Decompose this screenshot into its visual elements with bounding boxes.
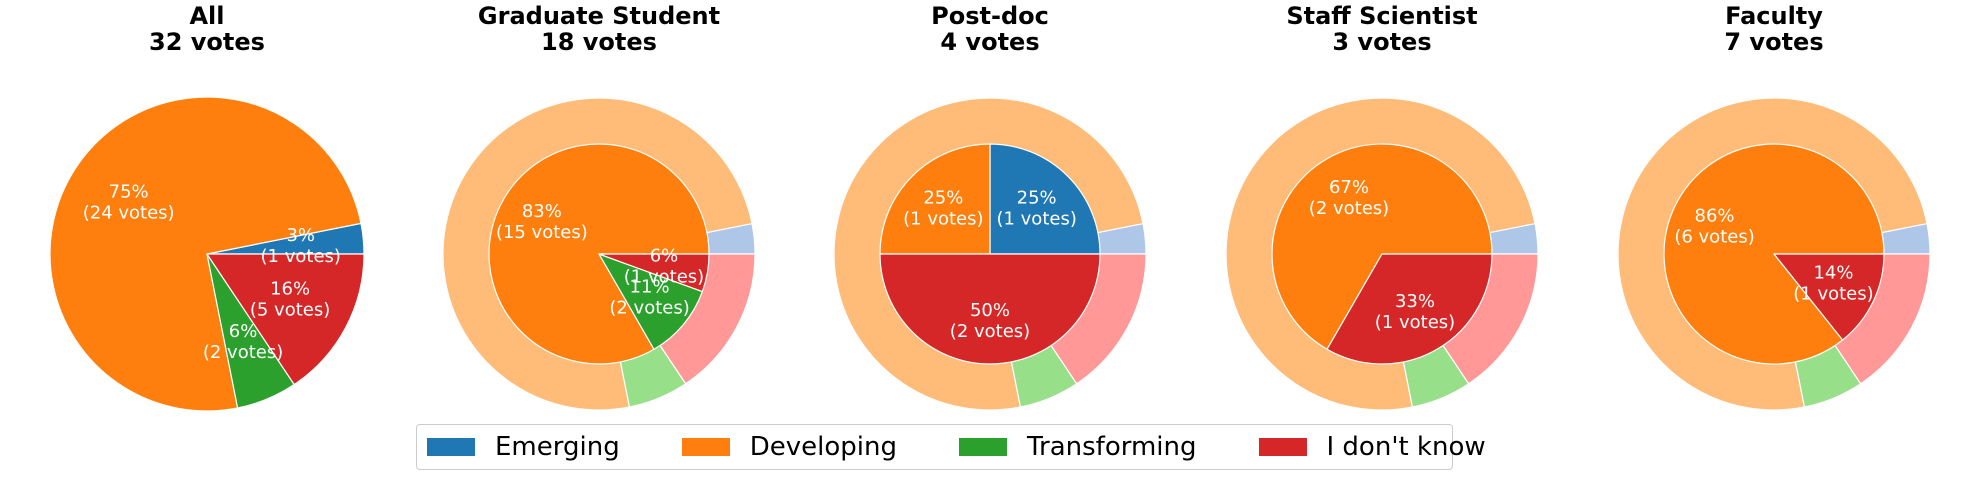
legend-item-emerging: Emerging: [427, 432, 620, 462]
pie-all-wedge-developing: [49, 96, 362, 412]
pie-staff-scientist-wedge-developing: [1271, 143, 1493, 350]
legend-label-dont-know: I don't know: [1326, 432, 1486, 462]
data-label-votes-all-dont-know: (5 votes): [250, 299, 330, 320]
data-label-pct-graduate-student-transforming: 11%: [630, 276, 670, 297]
legend-item-developing: Developing: [681, 432, 897, 462]
data-label-votes-faculty-developing: (6 votes): [1674, 226, 1754, 247]
data-label-votes-graduate-student-dont-know: (1 votes): [624, 266, 704, 287]
data-label-votes-all-emerging: (1 votes): [261, 246, 341, 267]
chart-subtitle-graduate-student: 18 votes: [541, 28, 657, 56]
legend-swatch-dont-know: [1258, 438, 1307, 456]
data-label-pct-graduate-student-developing: 83%: [522, 201, 562, 222]
pie-staff-scientist-wedge-dont-know: [1326, 253, 1493, 365]
legend-item-transforming: Transforming: [958, 432, 1197, 462]
chart-title-faculty: Faculty: [1725, 2, 1823, 30]
data-label-pct-all-transforming: 6%: [229, 321, 258, 342]
data-label-votes-post-doc-dont-know: (2 votes): [950, 321, 1030, 342]
data-label-pct-all-emerging: 3%: [286, 225, 315, 246]
data-label-votes-all-developing: (24 votes): [83, 203, 175, 224]
legend-swatch-transforming: [958, 438, 1007, 456]
data-label-pct-faculty-developing: 86%: [1695, 205, 1735, 226]
chart-subtitle-staff-scientist: 3 votes: [1332, 28, 1431, 56]
pie-all-wedge-dont-know: [206, 253, 365, 386]
data-label-votes-all-transforming: (2 votes): [203, 342, 283, 363]
chart-title-post-doc: Post-doc: [931, 2, 1049, 30]
chart-title-graduate-student: Graduate Student: [478, 2, 720, 30]
chart-subtitle-faculty: 7 votes: [1724, 28, 1823, 56]
pie-post-doc-wedge-developing: [879, 143, 991, 255]
chart-subtitle-all: 32 votes: [149, 28, 265, 56]
legend-item-dont-know: I don't know: [1258, 432, 1486, 462]
chart-legend: Emerging Developing Transforming I don't…: [416, 424, 1486, 470]
legend-label-emerging: Emerging: [495, 432, 620, 462]
legend-label-developing: Developing: [749, 432, 897, 462]
data-label-votes-post-doc-emerging: (1 votes): [996, 208, 1076, 229]
data-label-votes-staff-scientist-dont-know: (1 votes): [1375, 312, 1455, 333]
data-label-pct-graduate-student-dont-know: 6%: [650, 245, 679, 266]
legend-label-transforming: Transforming: [1026, 432, 1197, 462]
data-label-votes-post-doc-developing: (1 votes): [903, 208, 983, 229]
legend-swatch-emerging: [427, 438, 475, 456]
pie-graduate-student-wedge-dont-know: [598, 253, 710, 293]
pie-graduate-student-wedge-transforming: [598, 253, 703, 350]
legend-swatch-developing: [681, 438, 730, 456]
pie-post-doc-wedge-emerging: [989, 143, 1101, 255]
data-label-pct-post-doc-developing: 25%: [923, 187, 963, 208]
data-label-pct-post-doc-emerging: 25%: [1017, 187, 1057, 208]
pie-faculty-wedge-dont-know: [1773, 253, 1885, 341]
data-label-pct-post-doc-dont-know: 50%: [970, 300, 1010, 321]
chart-subtitle-post-doc: 4 votes: [940, 28, 1039, 56]
chart-title-all: All: [189, 2, 224, 30]
data-label-pct-staff-scientist-dont-know: 33%: [1395, 291, 1435, 312]
data-label-votes-staff-scientist-developing: (2 votes): [1309, 198, 1389, 219]
data-label-pct-faculty-dont-know: 14%: [1813, 263, 1853, 284]
data-label-pct-staff-scientist-developing: 67%: [1329, 177, 1369, 198]
data-label-votes-graduate-student-developing: (15 votes): [496, 222, 588, 243]
chart-title-staff-scientist: Staff Scientist: [1286, 2, 1477, 30]
data-label-votes-faculty-dont-know: (1 votes): [1793, 284, 1873, 305]
pie-post-doc-wedge-dont-know: [879, 253, 1101, 365]
data-label-pct-all-developing: 75%: [109, 182, 149, 203]
data-label-pct-all-dont-know: 16%: [270, 278, 310, 299]
data-label-votes-graduate-student-transforming: (2 votes): [609, 297, 689, 318]
